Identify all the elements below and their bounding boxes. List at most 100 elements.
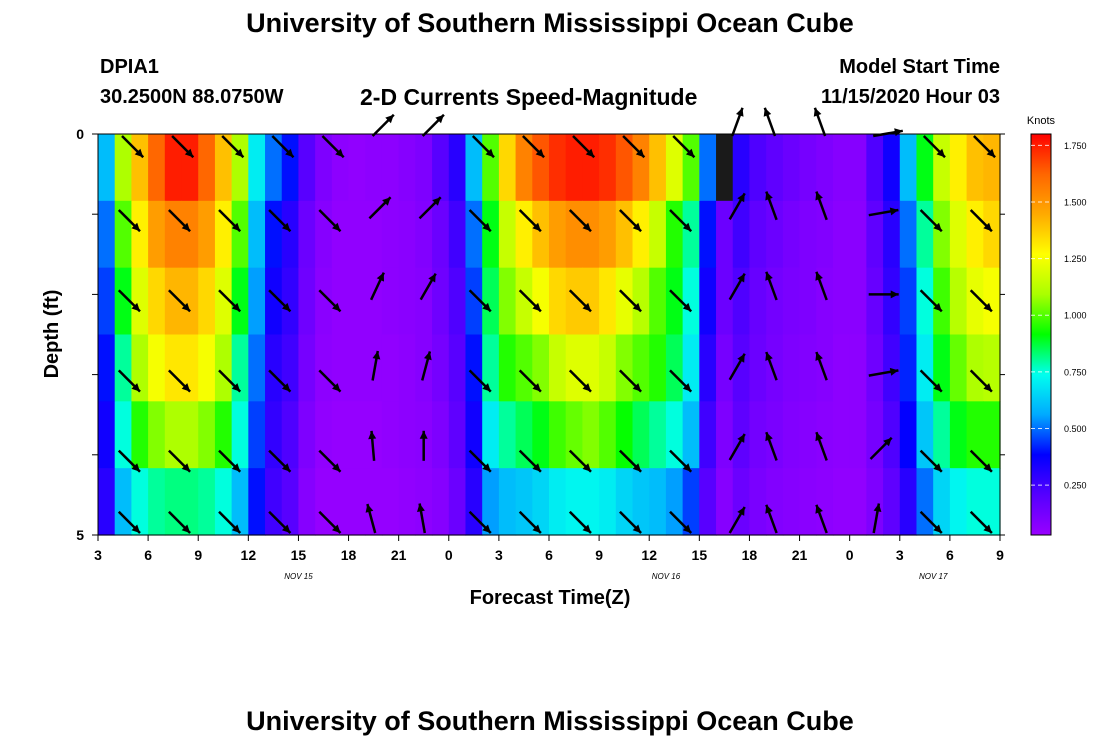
chart-title: 2-D Currents Speed-Magnitude <box>360 84 698 110</box>
arrow-head <box>737 193 745 203</box>
current-arrow <box>919 449 943 473</box>
arrow-head <box>682 222 692 232</box>
current-arrow <box>619 510 642 534</box>
arrow-head <box>332 383 341 392</box>
heat-cell <box>732 134 751 202</box>
current-arrow <box>117 289 141 313</box>
current-arrow <box>969 289 993 313</box>
heat-cell <box>582 401 600 469</box>
heat-cell <box>615 401 634 469</box>
heat-cell <box>883 401 901 469</box>
heat-cell <box>916 468 934 536</box>
heat-cell <box>432 401 450 469</box>
arrow-head <box>765 271 773 281</box>
heat-cell <box>181 134 199 202</box>
arrow-head <box>582 463 591 472</box>
arrow-head <box>632 524 642 533</box>
arrow-head <box>184 148 194 158</box>
heat-cell <box>966 334 984 402</box>
current-arrow <box>728 192 746 221</box>
heat-cell <box>899 267 918 336</box>
heat-cell <box>432 334 450 402</box>
current-arrow <box>669 289 693 313</box>
model-start-value: 11/15/2020 Hour 03 <box>820 86 1000 108</box>
current-arrow <box>922 135 946 159</box>
heat-cell <box>949 468 968 536</box>
heat-cell <box>381 401 400 469</box>
heat-cell <box>799 134 817 202</box>
colorbar-tick-label: 1.000 <box>1064 311 1087 321</box>
heat-cell <box>565 134 583 202</box>
heat-cell <box>482 267 500 336</box>
colorbar-tick-label: 0.500 <box>1064 424 1087 434</box>
heat-cell <box>782 267 801 336</box>
heat-cell <box>732 401 751 469</box>
heat-cell <box>181 334 199 402</box>
heat-cell <box>498 267 517 336</box>
x-tick-label: 3 <box>94 547 102 563</box>
heat-cell <box>248 468 266 536</box>
current-arrow <box>622 135 646 159</box>
current-arrow <box>368 430 377 461</box>
arrow-head <box>933 383 942 392</box>
heat-cell <box>515 267 533 336</box>
heat-cell <box>866 200 884 269</box>
arrow-head <box>582 302 591 312</box>
heat-cell <box>866 267 884 336</box>
current-arrow <box>815 271 828 301</box>
heat-cell <box>432 134 450 202</box>
heat-cell <box>549 334 567 402</box>
heat-cell <box>699 267 717 336</box>
heat-cell <box>265 134 283 202</box>
current-arrow <box>728 433 746 461</box>
current-arrow <box>868 207 899 217</box>
x-tick-label: 9 <box>194 547 202 563</box>
arrow-head <box>632 302 642 312</box>
arrow-head <box>983 463 992 472</box>
heat-cell <box>615 334 634 402</box>
heat-cell <box>682 200 700 269</box>
heat-cell <box>849 401 867 469</box>
heat-cell <box>148 200 166 269</box>
heat-cell <box>265 468 283 536</box>
arrow-head <box>532 383 541 392</box>
heat-cell <box>966 200 984 269</box>
arrow-head <box>933 524 942 533</box>
heat-cell <box>649 401 667 469</box>
arrow-head <box>933 302 942 312</box>
heat-cell <box>816 200 834 269</box>
heat-cell <box>448 267 467 336</box>
arrow-head <box>815 504 823 514</box>
heat-cell <box>682 267 700 336</box>
arrow-head <box>765 191 773 201</box>
heat-cell <box>298 334 316 402</box>
heat-cell <box>348 134 366 202</box>
heat-cell <box>916 267 934 336</box>
heat-cell <box>331 334 350 402</box>
heat-cell <box>432 200 450 269</box>
heat-cell <box>849 334 867 402</box>
current-arrow <box>471 135 495 159</box>
heat-cell <box>532 267 550 336</box>
y-axis: 05 <box>76 126 1005 543</box>
heat-cell <box>916 401 934 469</box>
heat-cell <box>866 334 884 402</box>
current-arrow <box>371 350 381 381</box>
current-arrow <box>619 369 642 393</box>
heat-cell <box>131 200 149 269</box>
heat-cell <box>699 134 717 202</box>
heat-cell <box>465 267 483 336</box>
current-arrow <box>518 209 542 233</box>
arrow-head <box>376 272 384 282</box>
current-arrow <box>318 449 342 473</box>
current-arrow <box>117 510 141 534</box>
heat-cell <box>983 200 1001 269</box>
heat-cell <box>265 334 283 402</box>
arrow-head <box>632 383 642 392</box>
heat-cell <box>164 200 183 269</box>
current-arrow <box>669 449 693 473</box>
heat-cell <box>565 267 583 336</box>
arrow-head <box>417 503 425 512</box>
heat-cell <box>315 334 333 402</box>
arrow-head <box>428 273 436 283</box>
